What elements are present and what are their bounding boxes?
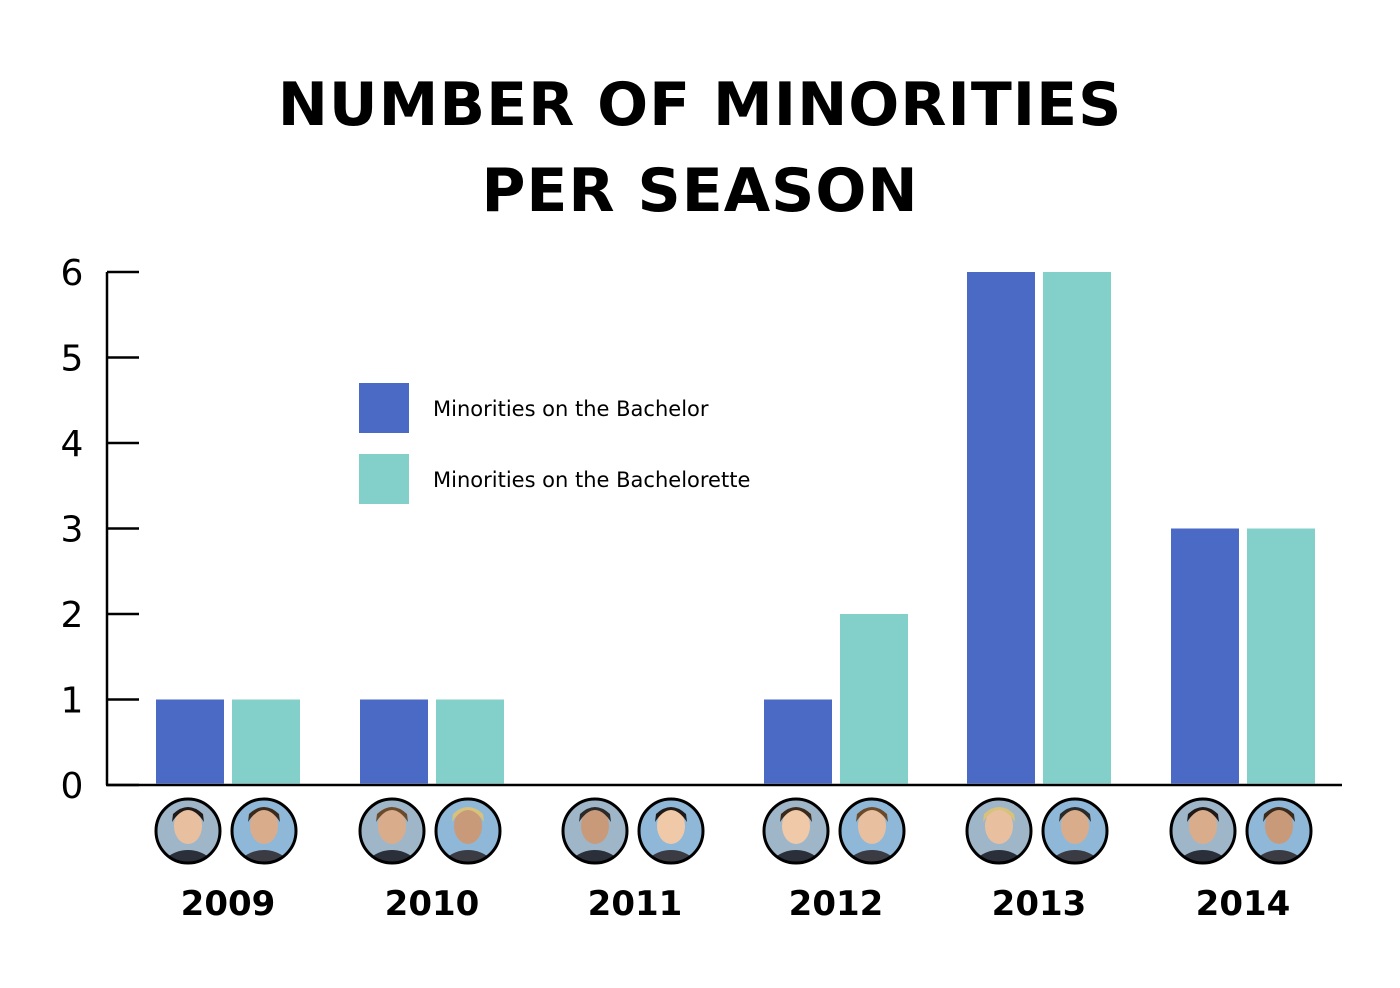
avatar-icon	[358, 797, 426, 865]
x-tick-labels: 2009 2010 2011 2012 2013 2014	[181, 884, 1291, 924]
avatar-icon	[1169, 797, 1237, 865]
avatar-icon	[230, 797, 298, 865]
bar-2013-bachelorette	[1043, 272, 1111, 784]
x-tick-label-2010: 2010	[385, 884, 480, 924]
avatar-icon	[561, 797, 629, 865]
bar-2014-bachelorette	[1247, 528, 1315, 784]
y-tick-label: 1	[61, 681, 84, 722]
legend-swatch-bachelor	[359, 383, 409, 433]
legend-label-bachelorette: Minorities on the Bachelorette	[433, 468, 750, 492]
x-tick-label-2011: 2011	[588, 884, 683, 924]
chart-title-line-2: PER SEASON	[481, 156, 919, 226]
bar-2012-bachelorette	[840, 614, 908, 784]
x-tick-label-2009: 2009	[181, 884, 276, 924]
avatar-icon	[154, 797, 222, 865]
avatar-icon	[434, 797, 502, 865]
chart-title: NUMBER OF MINORITIES PER SEASON	[0, 62, 1400, 234]
avatar-icon	[637, 797, 705, 865]
chart-title-line-1: NUMBER OF MINORITIES	[277, 70, 1123, 140]
x-tick-label-2013: 2013	[992, 884, 1087, 924]
bar-2009-bachelorette	[232, 699, 300, 784]
avatar-icon	[965, 797, 1033, 865]
legend-swatch-bachelorette	[359, 454, 409, 504]
y-tick-label: 0	[61, 766, 84, 807]
chart-bars	[156, 272, 1315, 784]
legend: Minorities on the Bachelor Minorities on …	[359, 383, 750, 504]
y-tick-label: 6	[61, 253, 84, 294]
avatar-row	[154, 797, 1313, 865]
chart-axes: 0 1 2 3 4 5 6	[61, 253, 1342, 807]
y-tick-label: 4	[61, 424, 84, 465]
avatar-icon	[1245, 797, 1313, 865]
bar-2012-bachelor	[764, 699, 832, 784]
x-tick-label-2014: 2014	[1196, 884, 1291, 924]
bar-2009-bachelor	[156, 699, 224, 784]
bar-2014-bachelor	[1171, 528, 1239, 784]
legend-label-bachelor: Minorities on the Bachelor	[433, 397, 709, 421]
y-tick-label: 3	[61, 510, 84, 551]
y-tick-label: 2	[61, 595, 84, 636]
x-tick-label-2012: 2012	[789, 884, 884, 924]
avatar-icon	[838, 797, 906, 865]
bar-2010-bachelorette	[436, 699, 504, 784]
avatar-icon	[1041, 797, 1109, 865]
avatar-icon	[762, 797, 830, 865]
bar-2013-bachelor	[967, 272, 1035, 784]
y-tick-label: 5	[61, 339, 84, 380]
bar-2010-bachelor	[360, 699, 428, 784]
